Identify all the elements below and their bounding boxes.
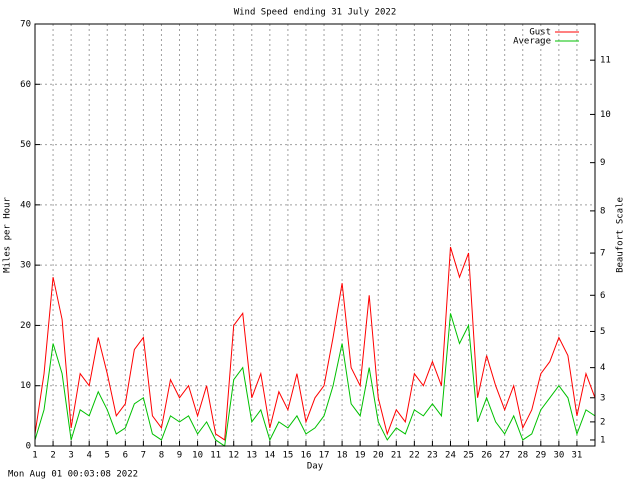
x-tick-label: 1: [32, 451, 37, 461]
y-tick-label: 20: [20, 321, 31, 331]
y-axis-label: Miles per Hour: [3, 196, 13, 272]
x-tick-label: 30: [553, 451, 564, 461]
x-tick-label: 21: [391, 451, 402, 461]
y2-tick-label: 11: [600, 56, 611, 66]
y-tick-label: 60: [20, 80, 31, 90]
x-tick-label: 24: [445, 451, 456, 461]
x-tick-label: 10: [192, 451, 203, 461]
x-tick-label: 29: [535, 451, 546, 461]
y-tick-label: 40: [20, 200, 31, 210]
x-tick-label: 3: [68, 451, 73, 461]
x-tick-label: 20: [373, 451, 384, 461]
y2-tick-label: 8: [600, 206, 605, 216]
y2-axis-label: Beaufort Scale: [616, 197, 626, 273]
x-tick-label: 11: [210, 451, 221, 461]
x-axis-label: Day: [307, 462, 324, 472]
y-tick-label: 10: [20, 381, 31, 391]
legend-label: Gust: [529, 28, 551, 38]
x-tick-label: 18: [337, 451, 348, 461]
x-tick-label: 14: [264, 451, 275, 461]
x-tick-label: 31: [572, 451, 583, 461]
timestamp: Mon Aug 01 00:03:08 2022: [8, 470, 138, 480]
x-tick-label: 28: [517, 451, 528, 461]
x-tick-label: 9: [177, 451, 182, 461]
x-tick-label: 2: [50, 451, 55, 461]
x-tick-label: 17: [319, 451, 330, 461]
x-tick-label: 6: [123, 451, 128, 461]
x-tick-label: 27: [499, 451, 510, 461]
y2-tick-label: 1: [600, 435, 605, 445]
x-tick-label: 13: [246, 451, 257, 461]
y-tick-label: 50: [20, 140, 31, 150]
x-tick-label: 22: [409, 451, 420, 461]
y2-tick-label: 2: [600, 417, 605, 427]
x-tick-label: 19: [355, 451, 366, 461]
x-tick-label: 23: [427, 451, 438, 461]
x-tick-label: 5: [105, 451, 110, 461]
series-line: [34, 246, 596, 441]
y2-tick-label: 3: [600, 393, 605, 403]
x-tick-label: 15: [282, 451, 293, 461]
series-line: [34, 313, 596, 447]
x-tick-label: 4: [86, 451, 91, 461]
x-tick-label: 16: [301, 451, 312, 461]
x-tick-label: 25: [463, 451, 474, 461]
plot-border: [34, 23, 596, 447]
y-tick-label: 30: [20, 261, 31, 271]
x-tick-label: 12: [228, 451, 239, 461]
y2-tick-label: 5: [600, 327, 605, 337]
legend-label: Average: [513, 37, 551, 47]
x-tick-label: 7: [141, 451, 146, 461]
y2-tick-label: 7: [600, 249, 605, 259]
y-tick-label: 70: [20, 20, 31, 30]
chart-title: Wind Speed ending 31 July 2022: [234, 8, 397, 18]
x-tick-label: 8: [159, 451, 164, 461]
y2-tick-label: 10: [600, 110, 611, 120]
x-tick-label: 26: [481, 451, 492, 461]
y2-tick-label: 9: [600, 158, 605, 168]
y-tick-label: 0: [26, 442, 31, 452]
y2-tick-label: 6: [600, 291, 605, 301]
y2-tick-label: 4: [600, 363, 605, 373]
